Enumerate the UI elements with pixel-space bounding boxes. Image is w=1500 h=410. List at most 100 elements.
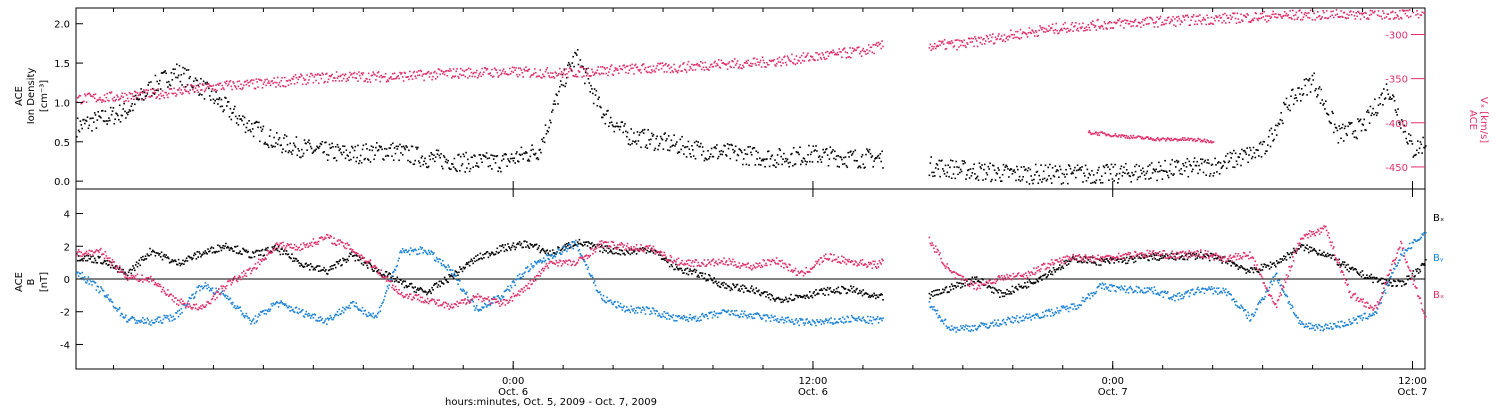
data-point [1220, 167, 1223, 170]
data-point [331, 73, 333, 76]
data-point [1307, 16, 1309, 19]
data-point [938, 159, 940, 162]
data-point [1279, 258, 1282, 260]
data-point [597, 98, 599, 100]
data-point [134, 90, 136, 93]
data-point [277, 306, 280, 308]
data-point [233, 108, 235, 110]
data-point [1052, 29, 1055, 32]
data-point [1005, 293, 1007, 296]
data-point [1348, 270, 1350, 273]
data-point [1027, 286, 1030, 288]
data-point [707, 279, 709, 282]
data-point [813, 150, 815, 152]
data-point [368, 262, 371, 264]
data-point [551, 72, 554, 74]
data-point [792, 147, 795, 149]
data-point [396, 276, 399, 279]
data-point [401, 76, 404, 78]
data-point [1053, 32, 1056, 34]
data-point [111, 301, 114, 304]
data-point [1001, 40, 1004, 42]
data-point [429, 158, 432, 161]
data-point [724, 145, 726, 147]
data-point [275, 302, 277, 304]
data-point [994, 179, 997, 181]
data-point [352, 72, 355, 75]
data-point [1018, 175, 1021, 178]
data-point [1381, 18, 1383, 20]
data-point [722, 284, 724, 287]
data-point [228, 298, 231, 301]
data-point [1125, 19, 1128, 22]
data-point [1147, 165, 1149, 168]
data-point [1100, 24, 1103, 27]
data-point [1338, 125, 1340, 127]
data-point [776, 58, 779, 60]
data-point [493, 253, 496, 256]
data-point [200, 285, 202, 288]
data-point [1324, 108, 1326, 110]
data-point [118, 98, 121, 100]
data-point [520, 242, 523, 245]
data-point [706, 278, 708, 281]
data-point [499, 245, 501, 247]
data-point [1097, 18, 1099, 21]
data-point [805, 163, 807, 166]
data-point [1155, 168, 1157, 171]
data-point [208, 250, 210, 253]
data-point [715, 280, 717, 283]
data-point [77, 255, 80, 257]
data-point [834, 158, 837, 161]
data-point [656, 251, 658, 254]
data-point [704, 61, 707, 64]
data-point [833, 51, 835, 53]
data-point [1116, 173, 1118, 175]
data-point [1177, 15, 1180, 18]
data-point [249, 81, 251, 83]
data-point [506, 165, 508, 167]
data-point [143, 89, 145, 91]
data-point [949, 166, 951, 169]
data-point [1317, 252, 1320, 255]
data-point [1337, 142, 1340, 144]
data-point [150, 253, 152, 256]
data-point [1267, 144, 1269, 146]
data-point [134, 94, 137, 97]
data-point [986, 286, 989, 289]
data-point [640, 71, 642, 74]
data-point [1294, 250, 1297, 252]
data-point [1013, 169, 1015, 171]
data-point [631, 142, 633, 145]
data-point [153, 322, 156, 324]
data-point [782, 158, 784, 160]
data-point [864, 292, 866, 295]
data-point [800, 62, 802, 64]
data-point [234, 115, 237, 118]
data-point [219, 246, 222, 249]
data-point [1083, 30, 1085, 32]
data-point [550, 121, 552, 124]
data-point [798, 60, 800, 62]
data-point [671, 70, 674, 72]
data-point [565, 245, 567, 248]
data-point [743, 149, 746, 151]
data-point [606, 67, 608, 69]
data-point [1145, 136, 1147, 139]
data-point [305, 142, 307, 145]
data-point [489, 254, 491, 257]
data-point [371, 268, 374, 271]
data-point [159, 319, 162, 322]
data-point [946, 42, 949, 44]
data-point [1130, 181, 1132, 183]
data-point [285, 79, 288, 82]
data-point [998, 169, 1000, 171]
data-point [115, 98, 117, 101]
data-point [601, 251, 604, 254]
data-point [778, 148, 781, 150]
data-point [598, 243, 600, 246]
data-point [98, 291, 100, 294]
data-point [210, 246, 213, 248]
data-point [992, 164, 995, 167]
data-point [1258, 17, 1260, 20]
